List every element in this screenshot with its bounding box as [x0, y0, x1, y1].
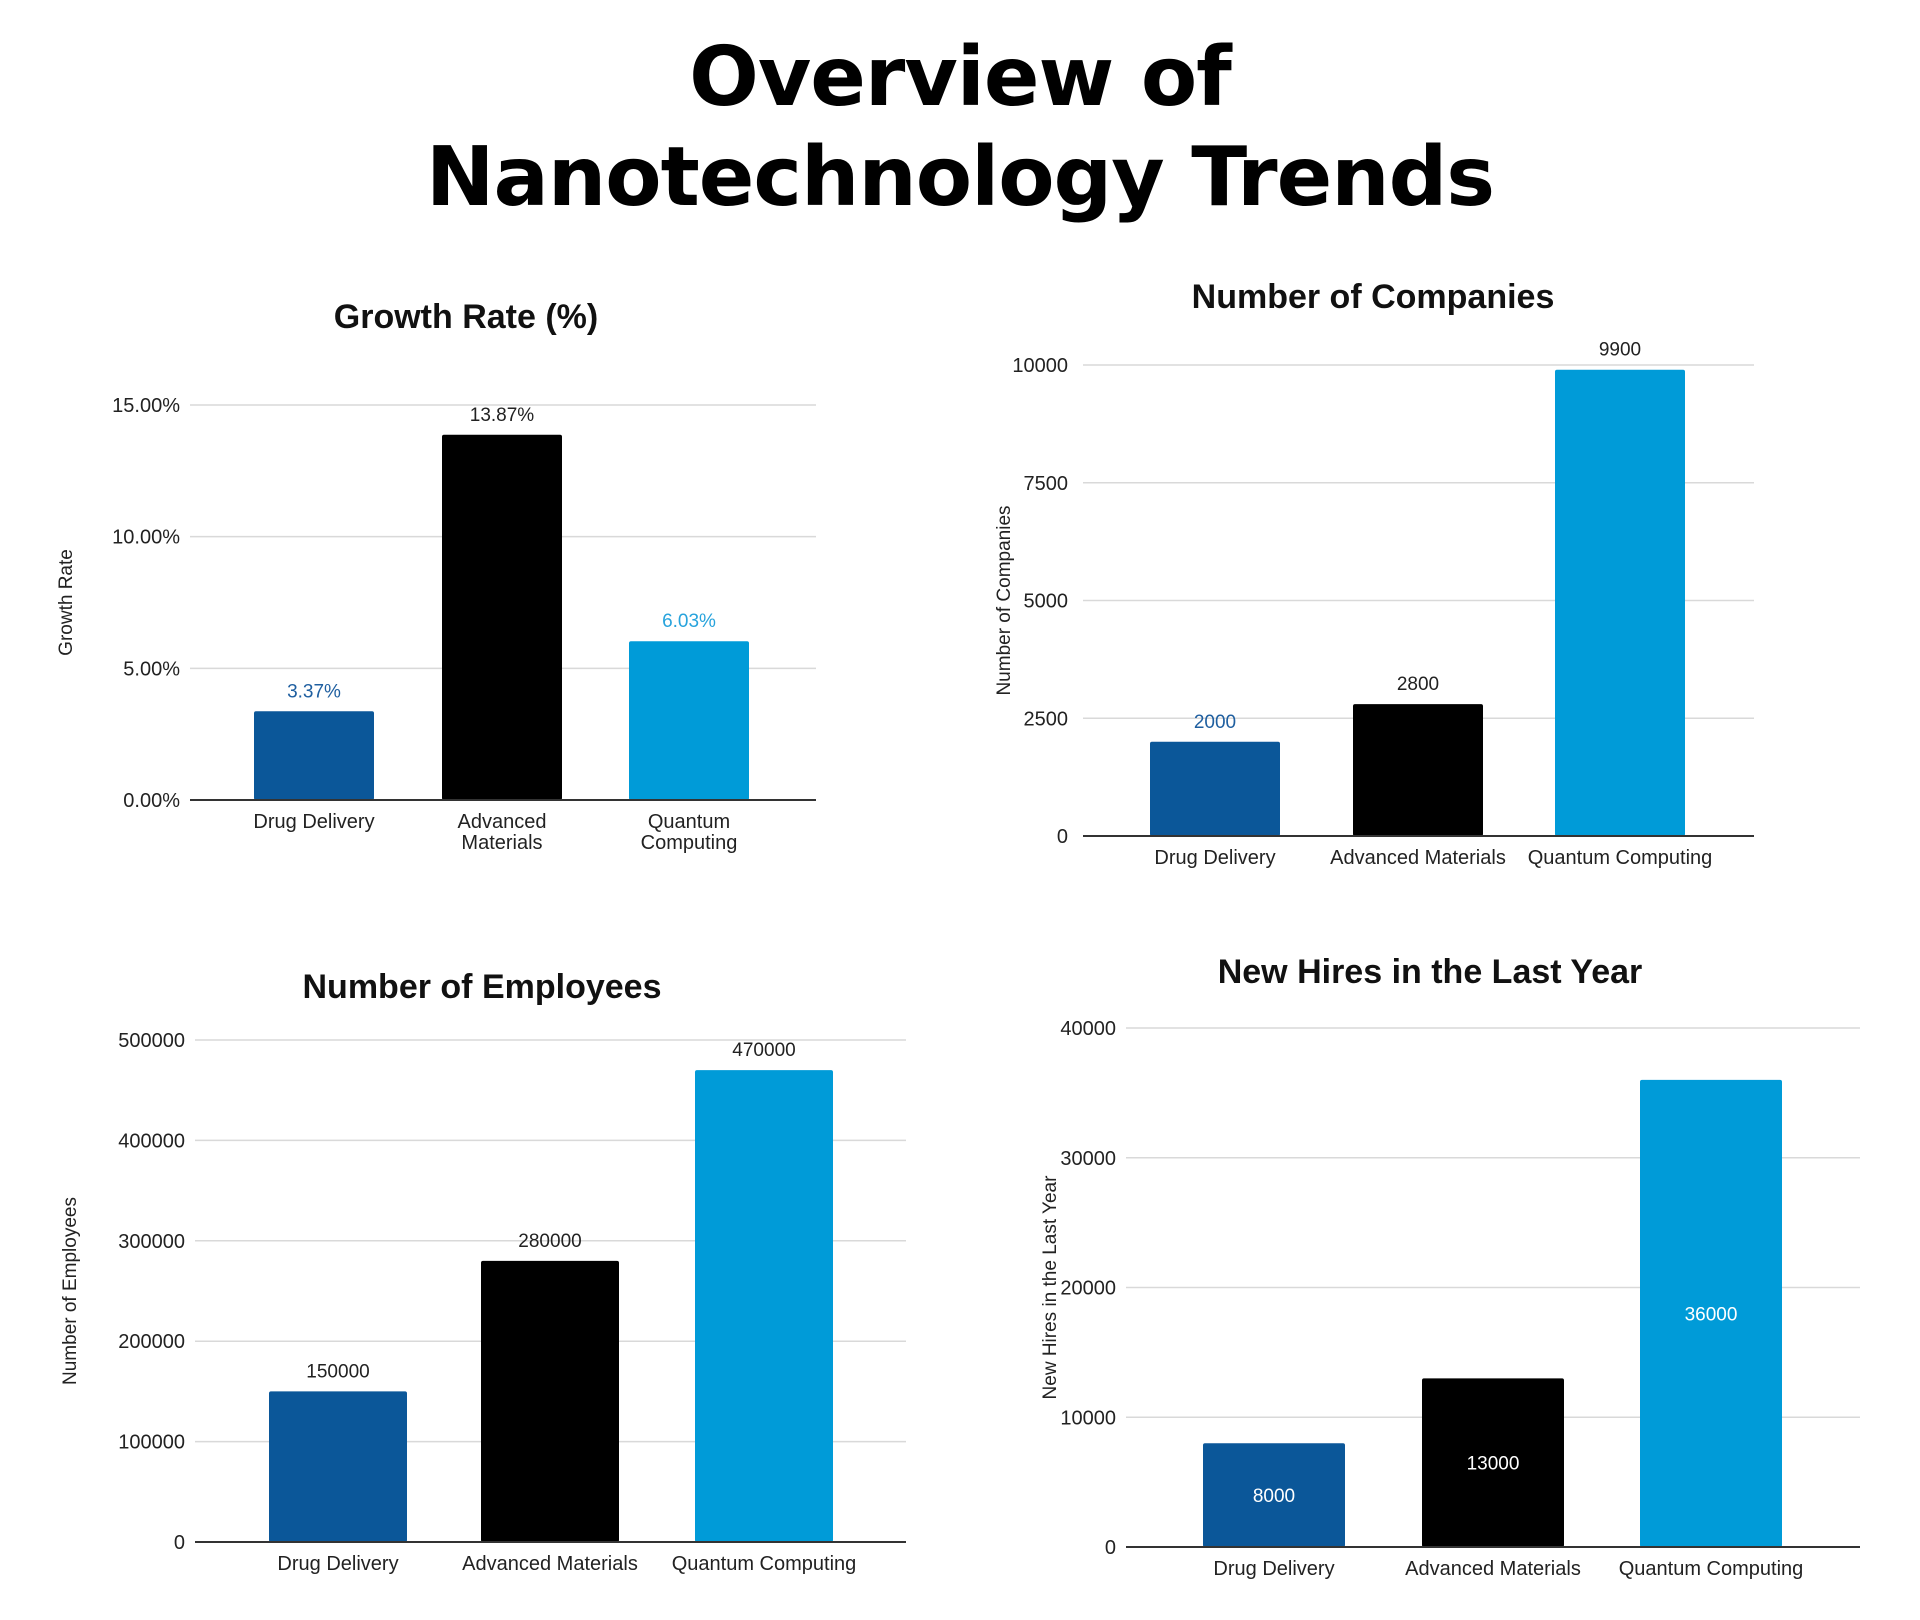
page-title: Overview of Nanotechnology Trends [0, 28, 1920, 228]
companies-bar-quantum-computing [1555, 369, 1685, 836]
employees-value-label-advanced-materials: 280000 [518, 1231, 581, 1252]
employees-y-tick-label: 0 [174, 1532, 185, 1554]
employees-chart-title: Number of Employees [303, 968, 662, 1006]
growth-rate-y-tick-label: 0.00% [123, 790, 180, 812]
new-hires-y-tick-label: 10000 [1060, 1407, 1116, 1429]
new-hires-y-tick-label: 30000 [1060, 1148, 1116, 1170]
growth-rate-category-label-quantum-computing: Quantum Computing [641, 811, 738, 854]
employees-category-label-drug-delivery: Drug Delivery [277, 1553, 398, 1575]
growth-rate-y-tick-label: 5.00% [123, 658, 180, 680]
companies-y-tick-label: 2500 [1024, 708, 1069, 730]
companies-bar-advanced-materials [1353, 704, 1483, 836]
growth-rate-chart: Growth Rate (%) 0.00% 5.00% 10.00% 15.00% Gro… [56, 298, 816, 854]
companies-category-label-drug-delivery: Drug Delivery [1154, 847, 1275, 869]
new-hires-chart-title: New Hires in the Last Year [1218, 953, 1643, 991]
companies-y-tick-label: 7500 [1024, 473, 1069, 495]
employees-bar-drug-delivery [269, 1391, 407, 1542]
companies-chart: Number of Companies 0 2500 5000 7500 10000 Num… [994, 278, 1754, 869]
new-hires-y-tick-label: 40000 [1060, 1018, 1116, 1040]
new-hires-y-axis-label: New Hires in the Last Year [1040, 1175, 1061, 1400]
employees-y-tick-label: 200000 [118, 1331, 185, 1353]
companies-value-label-advanced-materials: 2800 [1397, 674, 1439, 695]
companies-y-tick-label: 5000 [1024, 591, 1069, 613]
new-hires-category-label-quantum-computing: Quantum Computing [1619, 1558, 1804, 1580]
employees-y-tick-label: 400000 [118, 1130, 185, 1152]
growth-rate-value-label-drug-delivery: 3.37% [287, 681, 341, 702]
new-hires-y-tick-label: 0 [1105, 1537, 1116, 1559]
new-hires-category-label-advanced-materials: Advanced Materials [1405, 1558, 1581, 1580]
growth-rate-value-label-advanced-materials: 13.87% [470, 405, 535, 426]
employees-category-label-quantum-computing: Quantum Computing [672, 1553, 857, 1575]
companies-category-label-advanced-materials: Advanced Materials [1330, 847, 1506, 869]
new-hires-bar-advanced-materials [1422, 1378, 1564, 1547]
growth-rate-category-label-advanced-materials: Advanced Materials [458, 811, 547, 854]
employees-y-tick-label: 300000 [118, 1231, 185, 1253]
new-hires-value-label-advanced-materials: 13000 [1467, 1454, 1520, 1475]
employees-category-label-advanced-materials: Advanced Materials [462, 1553, 638, 1575]
new-hires-bar-quantum-computing [1640, 1079, 1782, 1547]
page-title-line-2: Nanotechnology Trends [425, 130, 1495, 225]
growth-rate-category-label-drug-delivery: Drug Delivery [253, 811, 374, 833]
growth-rate-y-tick-label: 10.00% [112, 527, 180, 549]
new-hires-chart: New Hires in the Last Year 0 10000 20000 300… [1040, 953, 1860, 1580]
companies-category-label-quantum-computing: Quantum Computing [1528, 847, 1713, 869]
companies-value-label-quantum-computing: 9900 [1599, 340, 1641, 361]
page-title-line-1: Overview of [689, 30, 1232, 125]
companies-y-tick-label: 10000 [1012, 355, 1068, 377]
employees-y-tick-label: 100000 [118, 1432, 185, 1454]
growth-rate-y-tick-label: 15.00% [112, 395, 180, 417]
growth-rate-y-axis-label: Growth Rate [56, 549, 77, 656]
new-hires-bar-drug-delivery [1203, 1443, 1345, 1547]
employees-bar-quantum-computing [695, 1070, 833, 1542]
employees-y-axis-label: Number of Employees [60, 1197, 81, 1385]
new-hires-y-tick-label: 20000 [1060, 1278, 1116, 1300]
employees-y-tick-label: 500000 [118, 1030, 185, 1052]
new-hires-value-label-drug-delivery: 8000 [1253, 1486, 1295, 1507]
growth-rate-bar-advanced-materials [442, 434, 562, 800]
companies-y-axis-label: Number of Companies [994, 505, 1015, 695]
employees-value-label-quantum-computing: 470000 [732, 1040, 795, 1061]
growth-rate-bar-quantum-computing [629, 641, 749, 800]
growth-rate-value-label-quantum-computing: 6.03% [662, 611, 716, 632]
companies-value-label-drug-delivery: 2000 [1194, 712, 1236, 733]
companies-y-tick-label: 0 [1057, 826, 1068, 848]
growth-rate-chart-title: Growth Rate (%) [334, 298, 598, 336]
companies-bar-drug-delivery [1150, 741, 1280, 836]
companies-chart-title: Number of Companies [1192, 278, 1555, 316]
employees-chart: Number of Employees 0 100000 200000 300000 40… [60, 968, 906, 1575]
growth-rate-bar-drug-delivery [254, 711, 374, 800]
employees-bar-advanced-materials [481, 1260, 619, 1542]
new-hires-category-label-drug-delivery: Drug Delivery [1213, 1558, 1334, 1580]
new-hires-value-label-quantum-computing: 36000 [1685, 1304, 1738, 1325]
employees-value-label-drug-delivery: 150000 [306, 1361, 369, 1382]
